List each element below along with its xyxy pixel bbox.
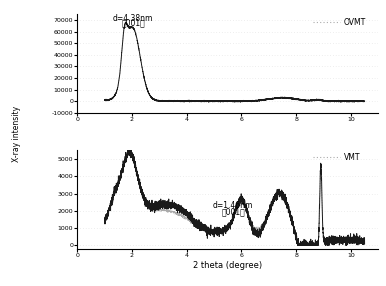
X-axis label: 2 theta (degree): 2 theta (degree) — [193, 261, 262, 270]
Text: VMT: VMT — [344, 153, 361, 162]
Text: d=1.46nm: d=1.46nm — [213, 201, 253, 210]
Text: （001）: （001） — [122, 19, 145, 28]
Text: X-ray intensity: X-ray intensity — [12, 106, 20, 162]
Text: OVMT: OVMT — [344, 18, 366, 27]
Text: （001）: （001） — [221, 207, 245, 216]
Text: d=4.38nm: d=4.38nm — [113, 14, 154, 23]
